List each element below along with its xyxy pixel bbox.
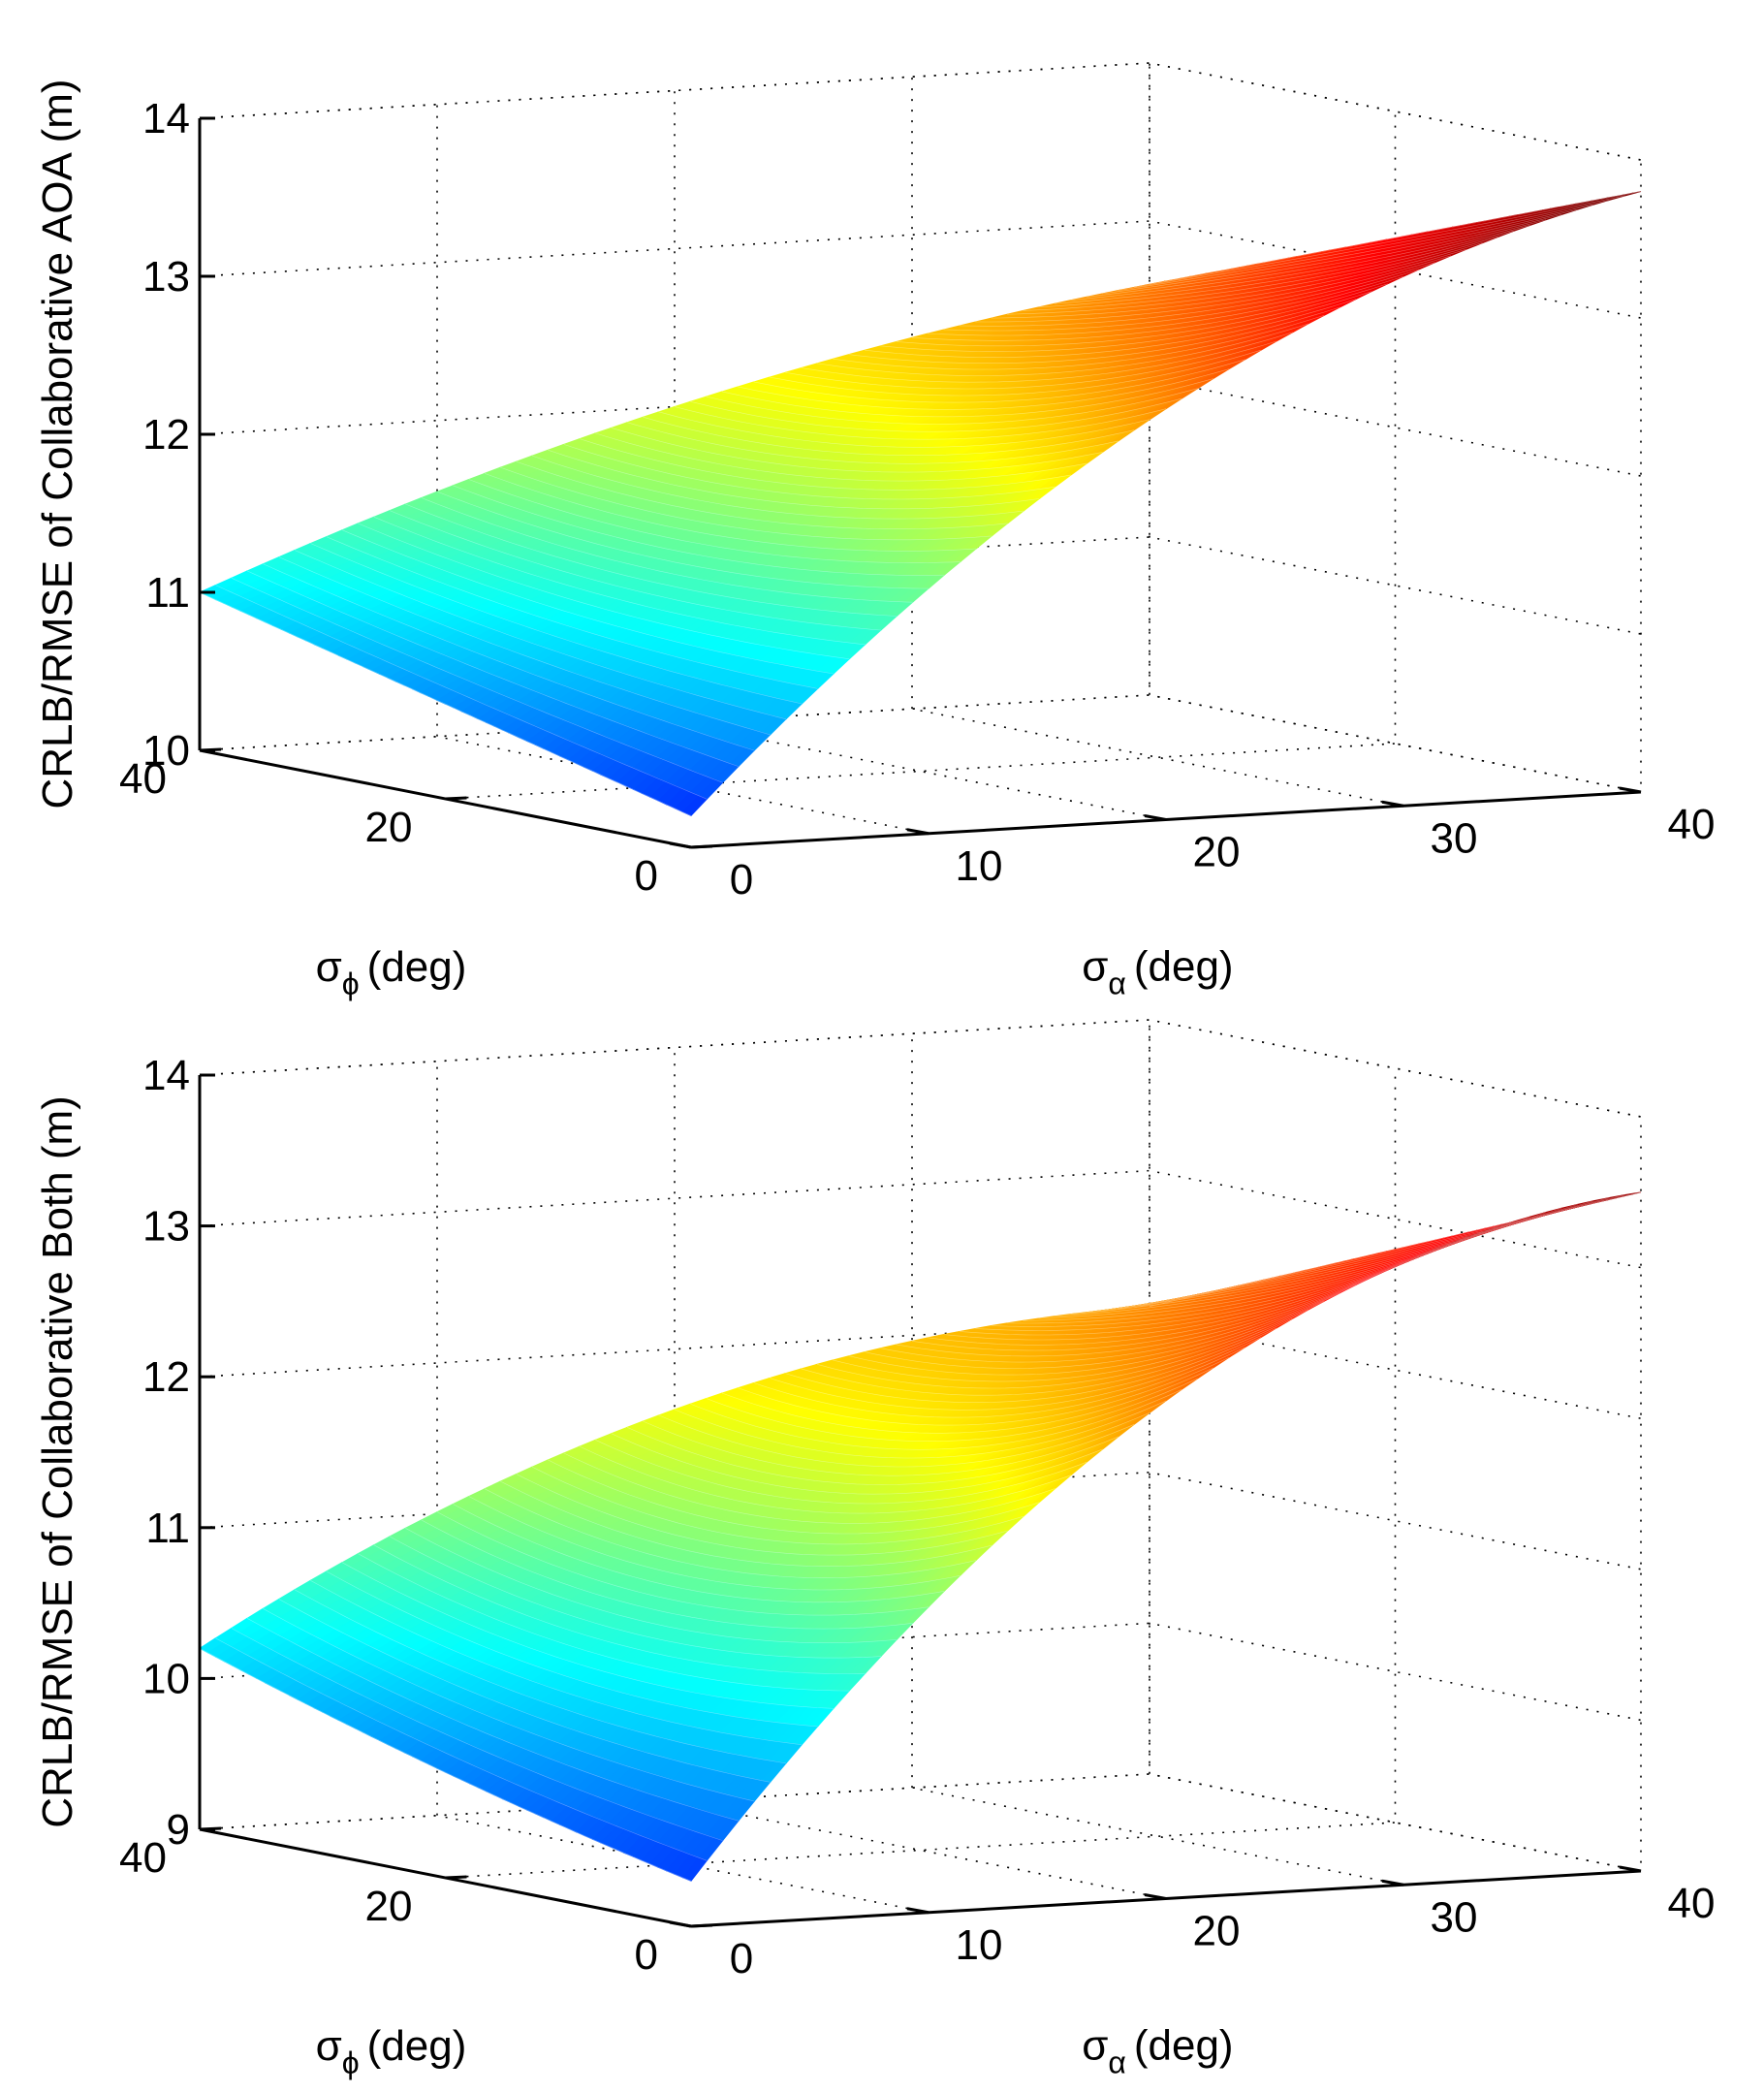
z-axis-label: CRLB/RMSE of Collaborative AOA (m): [34, 79, 81, 809]
grid-line-z: [199, 1773, 1642, 1872]
grid-line-z: [199, 62, 1642, 161]
grid-box-top: [199, 62, 1642, 161]
y-tick-label: 40: [119, 755, 167, 803]
x-axis-label-symbol: σ: [1082, 942, 1108, 990]
z-tick-label: 13: [142, 253, 190, 301]
z-tick-label: 12: [142, 411, 190, 459]
y-axis-label-sub: ϕ: [342, 967, 360, 1001]
z-tick-label: 14: [142, 95, 190, 143]
x-axis-label: σα (deg): [1082, 942, 1233, 1000]
grid-line-x: [1149, 63, 1642, 793]
x-axis-label-unit: (deg): [1134, 942, 1234, 990]
x-tick-label: 0: [730, 856, 753, 904]
x-tick-label: 20: [1193, 829, 1241, 876]
x-tick: [1619, 786, 1642, 794]
y-axis-label-unit: (deg): [367, 943, 467, 991]
grid-line-x: [1149, 1020, 1642, 1872]
x-tick-label: 40: [1668, 801, 1716, 848]
y-tick: [690, 844, 713, 849]
x-tick-label: 10: [956, 842, 1003, 890]
y-tick-label: 0: [635, 852, 658, 900]
y-tick: [445, 796, 467, 801]
grid-line-z: [199, 1019, 1642, 1118]
grid-box-top: [199, 1019, 1642, 1118]
z-tick-label: 11: [145, 569, 190, 617]
surface: [198, 191, 1642, 816]
y-axis-label-symbol: σ: [316, 943, 342, 991]
y-axis-label: σϕ (deg): [316, 943, 467, 1001]
y-tick: [199, 747, 222, 752]
grid-line-z: [199, 694, 1642, 793]
surface: [199, 1191, 1642, 1882]
x-tick: [906, 828, 929, 836]
x-axis-label-sub: α: [1108, 966, 1126, 1000]
x-tick: [669, 841, 692, 849]
x-tick: [1144, 814, 1167, 821]
x-tick-label: 30: [1431, 814, 1478, 862]
x-tick: [1381, 800, 1404, 808]
y-tick-label: 20: [365, 804, 413, 851]
